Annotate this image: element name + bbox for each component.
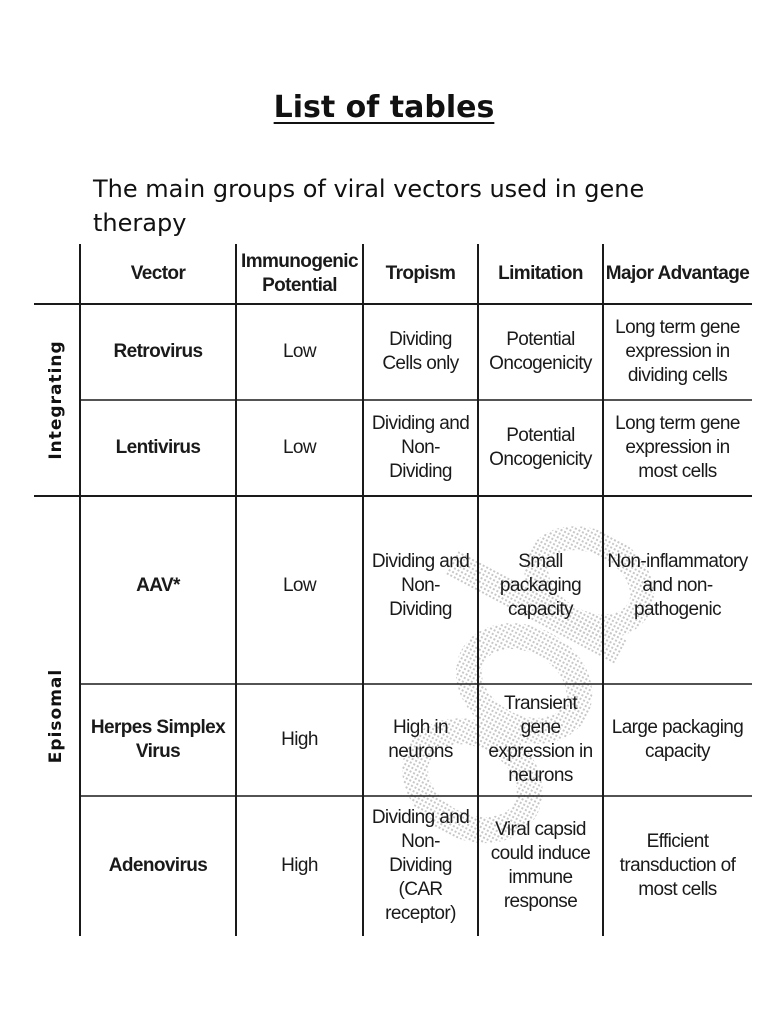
row-retrovirus-immunogenic: Low [282,341,317,362]
row-aav-limitation: Small packaging capacity [499,551,582,620]
row-lentivirus-immunogenic: Low [282,437,317,458]
row-adenovirus-limitation: Viral capsid could induce immune response [490,819,591,912]
row-lentivirus-tropism: Dividing and Non- Dividing [371,413,470,482]
header-limitation: Limitation [498,263,583,284]
row-retrovirus-limitation: Potential Oncogenicity [489,329,592,374]
header-tropism: Tropism [385,263,456,284]
row-lentivirus-vector: Lentivirus [115,437,201,458]
row-aav-vector: AAV* [136,575,180,596]
row-adenovirus-tropism: Dividing and Non- Dividing (CAR receptor) [371,807,470,924]
row-aav-tropism: Dividing and Non- Dividing [371,551,470,620]
group-label-integrating: Integrating [46,340,66,460]
row-lentivirus-advantage: Long term gene expression in most cells [615,413,740,482]
header-vector: Vector [130,263,186,284]
table-grid [34,244,752,936]
row-retrovirus-vector: Retrovirus [113,341,203,362]
header-immunogenic-potential: Immunogenic Potential [241,251,359,296]
row-retrovirus-tropism: Dividing Cells only [382,329,459,374]
row-herpes-simplex-limitation: Transient gene expression in neurons [488,693,593,786]
row-adenovirus-vector: Adenovirus [108,855,208,876]
row-aav-advantage: Non-inflammatory and non-pathogenic [607,551,748,620]
row-adenovirus-advantage: Efficient transduction of most cells [619,831,736,900]
page-title: List of tables [273,90,495,125]
viral-vectors-table: Integrating Episomal Vector Immunogenic P… [34,244,752,936]
row-herpes-simplex-immunogenic: High [281,729,318,750]
header-major-advantage: Major Advantage [605,263,750,284]
row-herpes-simplex-advantage: Large packaging capacity [611,717,744,762]
row-retrovirus-advantage: Long term gene expression in dividing cell… [615,317,740,386]
row-aav-immunogenic: Low [282,575,317,596]
table-caption: The main groups of viral vectors used in… [93,175,645,237]
row-lentivirus-limitation: Potential Oncogenicity [489,425,592,470]
row-herpes-simplex-tropism: High in neurons [388,717,453,762]
group-label-episomal: Episomal [46,668,66,764]
row-herpes-simplex-vector: Herpes Simplex Virus [90,717,226,762]
row-adenovirus-immunogenic: High [281,855,318,876]
